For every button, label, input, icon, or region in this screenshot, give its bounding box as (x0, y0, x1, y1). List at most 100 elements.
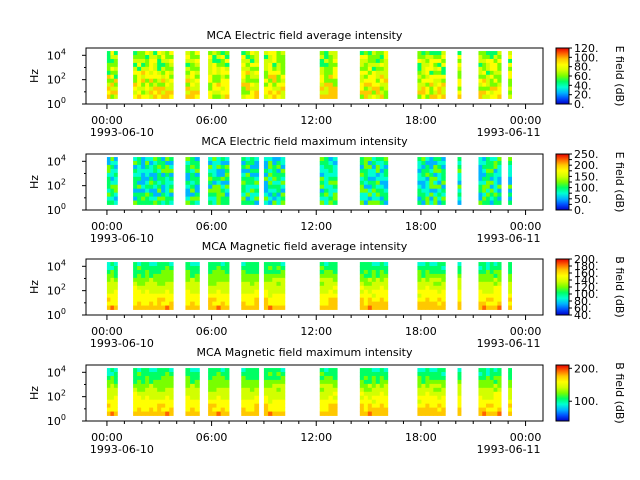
spectrogram-cell (190, 266, 196, 271)
spectrogram-cell (241, 273, 246, 279)
spectrogram-cell (367, 262, 373, 267)
spectrogram-cell (208, 391, 213, 397)
spectrogram-cell (508, 86, 512, 92)
spectrogram-cell (245, 164, 251, 170)
spectrogram-cell (489, 375, 494, 381)
spectrogram-cell (425, 289, 430, 295)
spectrogram-cell (367, 180, 373, 186)
spectrogram-cell (363, 51, 369, 56)
spectrogram-cell (478, 277, 483, 283)
spectrogram-cell (113, 94, 118, 99)
spectrogram-cell (157, 200, 162, 205)
spectrogram-cell (478, 161, 483, 166)
spectrogram-cell (145, 262, 150, 267)
spectrogram-cell (379, 411, 385, 416)
spectrogram-cell (224, 58, 230, 64)
spectrogram-cell (190, 192, 196, 198)
spectrogram-cell (185, 82, 191, 88)
spectrogram-cell (149, 372, 154, 377)
spectrogram-cell (417, 86, 422, 92)
spectrogram-cell (157, 281, 162, 287)
spectrogram-cell (157, 192, 162, 198)
spectrogram-cell (190, 395, 196, 401)
spectrogram-cell (280, 168, 286, 174)
spectrogram-cell (493, 70, 498, 76)
spectrogram-cell (208, 372, 213, 377)
spectrogram-cell (110, 200, 115, 205)
spectrogram-cell (185, 90, 191, 95)
spectrogram-cell (149, 196, 154, 201)
spectrogram-cell (280, 273, 286, 279)
spectrogram-cell (194, 58, 200, 64)
spectrogram-cell (185, 293, 191, 299)
spectrogram-cell (137, 172, 142, 178)
spectrogram-cell (328, 289, 334, 295)
spectrogram-cell (224, 375, 230, 381)
spectrogram-cell (133, 200, 138, 205)
spectrogram-cell (276, 168, 282, 174)
spectrogram-cell (497, 289, 502, 295)
spectrogram-cell (482, 383, 487, 389)
spectrogram-cell (268, 90, 273, 95)
spectrogram-cell (245, 399, 251, 405)
y-tick-label: 102 (47, 178, 66, 193)
spectrogram-cell (433, 58, 438, 64)
spectrogram-cell (363, 188, 369, 194)
spectrogram-cell (113, 168, 118, 174)
spectrogram-cell (254, 74, 260, 80)
spectrogram-cell (216, 51, 222, 56)
spectrogram-cell (433, 277, 438, 283)
spectrogram-cell (429, 269, 434, 275)
spectrogram-cell (508, 403, 512, 409)
spectrogram-cell (508, 297, 512, 303)
spectrogram-cell (363, 172, 369, 178)
spectrogram-cell (486, 266, 491, 271)
spectrogram-cell (375, 387, 381, 393)
spectrogram-cell (113, 90, 118, 95)
spectrogram-cell (113, 180, 118, 186)
spectrogram-cell (272, 293, 277, 299)
spectrogram-cell (212, 403, 217, 409)
spectrogram-cell (263, 289, 269, 295)
spectrogram-cell (375, 157, 381, 162)
spectrogram-cell (421, 407, 426, 412)
spectrogram-cell (433, 273, 438, 279)
spectrogram-cell (319, 375, 325, 381)
spectrogram-cell (437, 62, 442, 68)
spectrogram-cell (133, 301, 138, 306)
y-tick-label: 100 (47, 202, 66, 217)
spectrogram-cell (185, 368, 191, 373)
spectrogram-cell (141, 273, 146, 279)
spectrogram-cell (241, 395, 246, 401)
spectrogram-cell (245, 379, 251, 385)
spectrogram-cell (113, 200, 118, 205)
spectrogram-cell (324, 82, 329, 88)
spectrogram-cell (486, 395, 491, 401)
spectrogram-cell (216, 372, 222, 377)
spectrogram-cell (359, 94, 365, 99)
spectrogram-cell (276, 58, 282, 64)
spectrogram-cell (241, 391, 246, 397)
spectrogram-cell (113, 82, 118, 88)
spectrogram-cell (157, 375, 162, 381)
spectrogram-cell (421, 58, 426, 64)
spectrogram-cell (212, 266, 217, 271)
spectrogram-cell (241, 293, 246, 299)
spectrogram-cell (212, 407, 217, 412)
spectrogram-cell (137, 90, 142, 95)
spectrogram-cell (220, 289, 226, 295)
spectrogram-cell (276, 161, 282, 166)
spectrogram-cell (433, 176, 438, 182)
colorbar-tick-label: 140. (574, 274, 599, 287)
spectrogram-cell (421, 269, 426, 275)
spectrogram-cell (194, 180, 200, 186)
spectrogram-cell (137, 269, 142, 275)
y-axis-label: Hz (28, 386, 41, 400)
spectrogram-cell (220, 157, 226, 162)
spectrogram-cell (220, 172, 226, 178)
spectrogram-cell (371, 200, 377, 205)
spectrogram-cell (212, 387, 217, 393)
spectrogram-cell (149, 172, 154, 178)
spectrogram-cell (137, 368, 142, 373)
spectrogram-cell (319, 176, 325, 182)
